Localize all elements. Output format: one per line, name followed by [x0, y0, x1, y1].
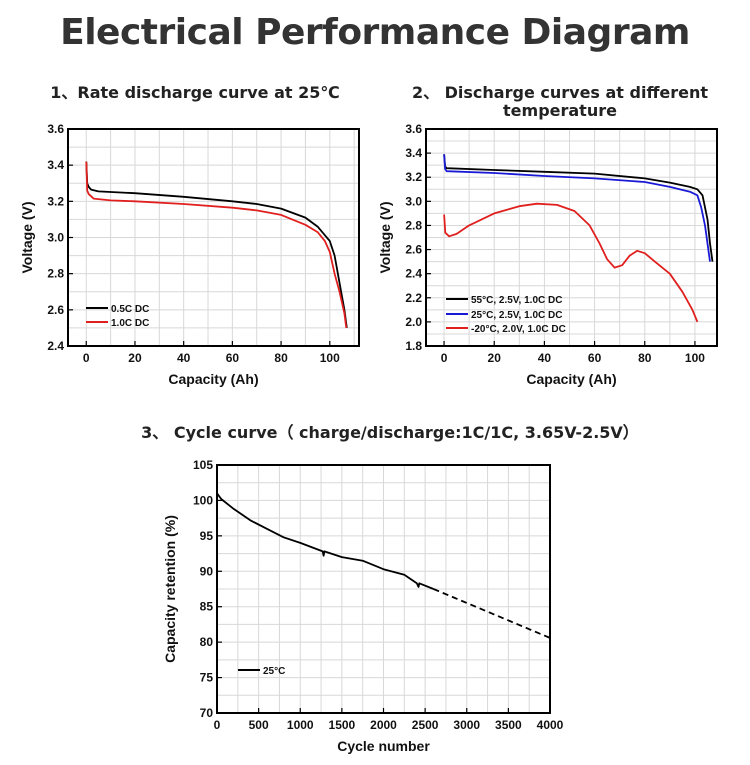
x-tick-label: 100: [320, 351, 340, 365]
y-tick-label: 3.0: [405, 194, 422, 208]
series-line-1-0c-dc: [85, 161, 348, 329]
y-tick-label: 70: [200, 706, 214, 720]
y-tick-label: 2.4: [405, 267, 422, 281]
plot-frame: [67, 128, 360, 347]
series-line-55-c-2-5v-1-0c-dc: [443, 154, 714, 262]
chart-2-title: 2、 Discharge curves at different tempera…: [411, 83, 709, 120]
x-tick-label: 2000: [370, 718, 397, 732]
legend-label: 0.5C DC: [111, 304, 149, 315]
legend-label: -20°C, 2.0V, 1.0C DC: [471, 324, 566, 335]
series-line-projection: [433, 588, 551, 639]
x-tick-label: 500: [249, 718, 269, 732]
x-tick-label: 80: [274, 351, 288, 365]
y-tick-label: 3.4: [405, 146, 422, 160]
chart-1: 0 20 40 60 80 100 2.4 2.6 2.8 3.0 3.2 3.4 3.6 Capacit…: [19, 122, 360, 387]
y-tick-label: 3.4: [47, 158, 64, 172]
plot-frame: [216, 464, 551, 714]
series-line-25-c: [216, 492, 434, 590]
legend-label: 25°C, 2.5V, 1.0C DC: [471, 310, 562, 321]
x-tick-label: 1500: [329, 718, 356, 732]
y-tick-label: 2.8: [405, 218, 422, 232]
x-tick-label: 20: [128, 351, 142, 365]
x-tick-label: 2500: [412, 718, 439, 732]
x-tick-label: 40: [177, 351, 191, 365]
x-tick-label: 20: [488, 351, 502, 365]
y-axis-label: Voltage (V): [19, 201, 35, 273]
y-tick-label: 2.0: [405, 315, 422, 329]
x-tick-label: 3000: [453, 718, 480, 732]
y-tick-label: 3.2: [47, 194, 64, 208]
legend-label: 1.0C DC: [111, 318, 149, 329]
x-tick-label: 40: [538, 351, 552, 365]
x-tick-label: 0: [441, 351, 448, 365]
y-tick-label: 2.6: [405, 243, 422, 257]
x-tick-label: 1000: [287, 718, 314, 732]
y-tick-label: 85: [200, 600, 214, 614]
y-tick-label: 90: [200, 564, 214, 578]
x-axis-label: Cycle number: [337, 738, 430, 754]
y-tick-label: 100: [193, 493, 213, 507]
y-axis-label: Capacity retention (%): [162, 515, 178, 663]
x-tick-label: 3500: [495, 718, 522, 732]
x-axis-label: Capacity (Ah): [526, 371, 616, 387]
series-line--20-c-2-0v-1-0c-dc: [443, 202, 699, 323]
y-tick-label: 2.6: [47, 303, 64, 317]
chart-3-title: 3、 Cycle curve（ charge/discharge:1C/1C, …: [141, 423, 639, 442]
y-tick-label: 3.6: [47, 122, 64, 136]
y-tick-label: 75: [200, 671, 214, 685]
y-tick-label: 2.4: [47, 339, 64, 353]
x-tick-label: 60: [588, 351, 602, 365]
chart-1-title: 1、Rate discharge curve at 25℃: [50, 83, 340, 102]
y-tick-label: 105: [193, 458, 213, 472]
series-line-25-c-2-5v-1-0c-dc: [443, 154, 711, 262]
chart-3: 0 500 1000 1500 2000 2500 3000 3500 4000 70 75 80 85…: [162, 458, 564, 754]
y-tick-label: 3.2: [405, 170, 422, 184]
y-axis-label: Voltage (V): [377, 201, 393, 273]
x-tick-label: 4000: [537, 718, 564, 732]
y-tick-label: 80: [200, 635, 214, 649]
y-tick-label: 1.8: [405, 339, 422, 353]
x-tick-label: 0: [83, 351, 90, 365]
x-tick-label: 100: [685, 351, 705, 365]
x-axis-label: Capacity (Ah): [168, 371, 258, 387]
legend-label: 55°C, 2.5V, 1.0C DC: [471, 295, 562, 306]
page-title: Electrical Performance Diagram: [60, 12, 690, 53]
x-tick-label: 60: [226, 351, 240, 365]
x-tick-label: 80: [638, 351, 652, 365]
y-tick-label: 2.8: [47, 267, 64, 281]
plot-frame: [425, 128, 718, 347]
y-tick-label: 2.2: [405, 291, 422, 305]
y-tick-label: 95: [200, 529, 214, 543]
series-line-0-5c-dc: [85, 161, 348, 329]
legend-label: 25°C: [263, 666, 285, 677]
y-tick-label: 3.0: [47, 231, 64, 245]
y-tick-label: 3.6: [405, 122, 422, 136]
x-tick-label: 0: [214, 718, 221, 732]
chart-2: 0 20 40 60 80 100 1.8 2.0 2.2 2.4 2.6 2.8 3.0 3.2 3.4 3…: [377, 122, 718, 387]
